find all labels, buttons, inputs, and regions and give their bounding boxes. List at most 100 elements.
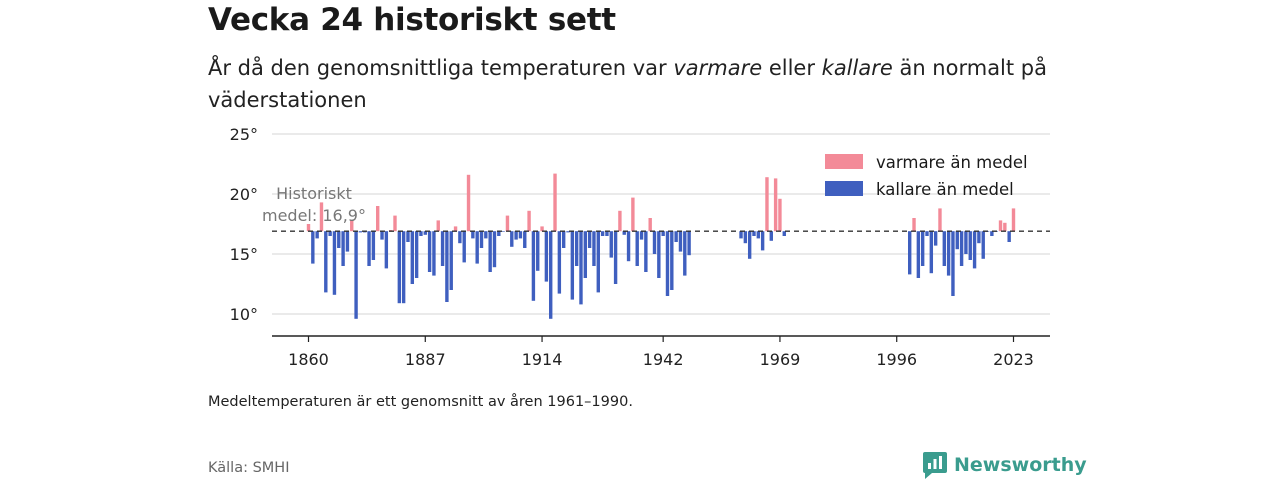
bar-1883 — [406, 231, 410, 242]
bar-1909 — [518, 231, 523, 239]
bar-2014 — [972, 231, 977, 269]
bar-1888 — [427, 231, 432, 272]
bar-1931 — [613, 231, 618, 284]
bar-1863 — [319, 202, 324, 232]
x-tick-labels: 1860 1887 1914 1942 1969 1996 2023 — [288, 336, 1034, 369]
bar-2018 — [990, 231, 994, 236]
bar-1916 — [549, 231, 553, 319]
bar-1933 — [622, 231, 626, 235]
bar-1906 — [505, 215, 510, 232]
bar-1945 — [674, 231, 678, 242]
bar-1921 — [570, 231, 575, 300]
bar-1967 — [769, 231, 773, 241]
bar-1903 — [492, 231, 497, 268]
bar-1964 — [756, 231, 761, 239]
bar-2001 — [916, 231, 921, 278]
y-tick-label: 20° — [230, 185, 258, 204]
bar-1896 — [462, 231, 466, 263]
bar-1908 — [514, 231, 518, 240]
bar-1966 — [765, 177, 769, 232]
bar-2011 — [959, 231, 964, 266]
bar-1915 — [544, 231, 549, 282]
bar-1938 — [644, 231, 648, 272]
bar-2005 — [933, 231, 938, 246]
bar-1927 — [596, 231, 600, 293]
legend-swatch-warm — [825, 154, 863, 169]
bar-2003 — [925, 231, 929, 236]
bar-1869 — [345, 231, 350, 252]
subtitle-cold-word: kallare — [821, 56, 893, 80]
bar-1868 — [341, 231, 345, 266]
footnote: Medeltemperaturen är ett genomsnitt av å… — [208, 394, 633, 410]
bar-1907 — [510, 231, 514, 247]
bar-1895 — [458, 231, 462, 244]
bar-1926 — [592, 231, 596, 266]
bar-1887 — [423, 231, 427, 235]
bar-2010 — [955, 231, 959, 250]
bar-1877 — [380, 231, 384, 240]
bar-1899 — [475, 231, 479, 264]
bar-1866 — [332, 231, 337, 295]
bar-1882 — [401, 231, 406, 304]
bar-1930 — [609, 231, 613, 258]
bar-1897 — [466, 174, 471, 232]
bar-1892 — [445, 231, 449, 302]
bar-1871 — [354, 231, 358, 319]
bar-1968 — [773, 178, 778, 232]
bar-1890 — [436, 220, 440, 232]
bar-2023 — [1011, 208, 1016, 232]
x-tick-label: 1969 — [760, 350, 801, 369]
bar-1965 — [760, 231, 765, 251]
x-tick-label: 1942 — [643, 350, 684, 369]
bar-1940 — [652, 231, 657, 254]
bar-1884 — [410, 231, 414, 284]
bar-1914 — [540, 226, 544, 232]
bar-2009 — [951, 231, 955, 296]
bar-1905 — [501, 231, 505, 232]
bar-1878 — [384, 231, 389, 269]
bar-1910 — [523, 231, 527, 248]
bar-1947 — [683, 231, 687, 276]
bar-1960 — [739, 231, 743, 239]
newsworthy-logo-icon — [923, 452, 947, 479]
bar-1900 — [479, 231, 484, 248]
bar-2006 — [938, 208, 942, 232]
legend-label-warm: varmare än medel — [876, 153, 1028, 172]
bar-1970 — [782, 231, 786, 236]
brand-logo: Newsworthy — [922, 450, 1087, 480]
bar-1935 — [631, 197, 635, 232]
bar-1946 — [678, 231, 683, 252]
bar-1969 — [778, 198, 782, 232]
bar-1885 — [414, 231, 419, 278]
bar-1867 — [337, 231, 341, 248]
reference-label-line2: medel: 16,9° — [262, 206, 366, 225]
reference-label-line1: Historiskt — [276, 184, 352, 203]
bar-1934 — [626, 231, 631, 262]
legend: varmare än medel kallare än medel — [825, 153, 1028, 199]
bar-1901 — [484, 231, 488, 239]
subtitle-part1: År då den genomsnittliga temperaturen va… — [208, 56, 674, 80]
bar-2007 — [942, 231, 946, 266]
bar-1886 — [419, 231, 423, 236]
bar-1864 — [324, 231, 328, 293]
bar-1874 — [367, 231, 371, 266]
bar-1904 — [497, 231, 501, 236]
bar-1919 — [561, 231, 566, 248]
bar-1894 — [453, 226, 458, 232]
bar-2021 — [1003, 222, 1007, 232]
bar-1962 — [747, 231, 752, 259]
chart-subtitle: År då den genomsnittliga temperaturen va… — [208, 52, 1048, 116]
legend-swatch-cold — [825, 181, 863, 196]
bar-1912 — [531, 231, 536, 301]
bar-1876 — [376, 206, 380, 232]
bar-1941 — [657, 231, 661, 278]
bar-2002 — [920, 231, 925, 266]
bar-1865 — [328, 231, 332, 236]
bar-1943 — [665, 231, 670, 296]
bar-1948 — [687, 231, 691, 256]
subtitle-warm-word: varmare — [673, 56, 763, 80]
bar-1918 — [557, 231, 562, 294]
bar-1929 — [605, 231, 609, 236]
bar-1939 — [648, 218, 652, 232]
